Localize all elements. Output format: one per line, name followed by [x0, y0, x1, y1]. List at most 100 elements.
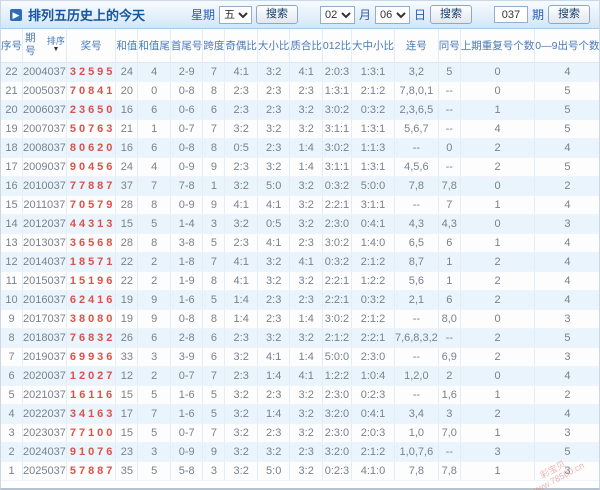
table-cell: 3:2 — [256, 252, 290, 272]
page-title: 排列五历史上的今天 — [28, 8, 146, 23]
title-bullet-icon: ▶ — [10, 8, 22, 21]
table-cell: 1 — [459, 100, 535, 120]
table-cell: 1:4 — [224, 290, 258, 310]
table-cell: 2 — [534, 385, 600, 405]
table-cell: 7 — [202, 366, 225, 386]
column-header: 期号 排序 ▼ — [22, 29, 67, 63]
table-cell: 4,5,6 — [393, 157, 439, 177]
table-cell: 4:1 — [256, 233, 290, 253]
table-cell: 3:2 — [224, 423, 258, 443]
table-cell: 3:0:2 — [321, 309, 352, 329]
table-cell: 37 — [115, 176, 138, 196]
table-cell: 4:1 — [289, 366, 323, 386]
table-cell: 6 — [202, 328, 225, 348]
prize-number-cell: 80620 — [65, 138, 116, 158]
table-cell: 8 — [202, 271, 225, 291]
table-cell: 11 — [1, 271, 23, 291]
table-cell: 3:2 — [289, 404, 323, 424]
table-cell: 2012037 — [22, 214, 67, 234]
issue-input[interactable] — [493, 6, 528, 23]
table-cell: 3:0:2 — [321, 233, 352, 253]
table-cell: 2011037 — [22, 195, 67, 215]
table-cell: 21 — [115, 119, 138, 139]
table-cell: 2:3 — [289, 442, 323, 462]
table-cell: 4:1:0 — [350, 461, 395, 481]
table-cell: 7 — [1, 347, 23, 367]
prize-number-cell: 44313 — [65, 214, 116, 234]
table-cell: 3:2 — [256, 62, 290, 82]
table-cell: 4:1 — [289, 252, 323, 272]
table-cell: 3:2 — [256, 442, 290, 462]
table-cell: 2:3 — [256, 290, 290, 310]
month-select[interactable]: 02 — [319, 5, 355, 24]
table-cell: 3:2 — [289, 328, 323, 348]
table-cell: 20 — [1, 100, 23, 120]
table-cell: 1 — [459, 461, 535, 481]
sort-label: 排序 — [46, 35, 65, 46]
table-cell: 1:3:1 — [350, 119, 395, 139]
table-cell: 2:3:0 — [350, 347, 395, 367]
weekday-label: 星期 — [190, 8, 215, 22]
table-cell: 8 — [202, 309, 225, 329]
sort-control[interactable]: 排序 ▼ — [46, 35, 65, 54]
table-cell: 4:1 — [224, 195, 258, 215]
table-cell: 2:1:2 — [350, 309, 395, 329]
table-cell: 21 — [1, 81, 23, 101]
table-cell: 5 — [437, 62, 461, 82]
table-cell: 2:3 — [256, 100, 290, 120]
table-cell: 3 — [534, 461, 600, 481]
table-cell: 2:3 — [256, 385, 290, 405]
column-header: 0—9出号个数 — [534, 29, 600, 63]
table-cell: -- — [393, 138, 439, 158]
table-cell: 3:2 — [289, 214, 323, 234]
header-row: 序号 期号 排序 ▼ 奖号 和值 和值尾 首尾号 跨度 奇偶比 大小比 质合比 012比 大中小比 连号 同号… — [1, 29, 600, 63]
table-cell: 26 — [115, 328, 138, 348]
issue-search-button[interactable]: 搜索 — [548, 5, 590, 24]
table-cell: 6 — [437, 233, 461, 253]
table-cell: 2 — [459, 290, 535, 310]
prize-number-cell: 70841 — [65, 81, 116, 101]
table-cell: 4 — [534, 195, 600, 215]
prize-number-cell: 50763 — [65, 119, 116, 139]
table-cell: 2 — [459, 404, 535, 424]
table-cell: 0 — [137, 81, 171, 101]
table-cell: 7,8 — [393, 461, 439, 481]
table-cell: 0:3:2 — [350, 100, 395, 120]
weekday-search-button[interactable]: 搜索 — [255, 5, 298, 24]
table-cell: 2-9 — [169, 62, 203, 82]
table-cell: 1 — [459, 385, 535, 405]
table-cell: 7 — [137, 404, 171, 424]
prize-number-cell: 62416 — [65, 290, 116, 310]
day-select[interactable]: 06 — [374, 5, 410, 24]
table-cell: 1:4 — [289, 138, 323, 158]
table-cell: 28 — [115, 195, 138, 215]
table-cell: 19 — [115, 309, 138, 329]
table-cell: 4:1 — [289, 62, 323, 82]
table-cell: 3:2 — [289, 271, 323, 291]
table-cell: 4,3 — [437, 214, 461, 234]
table-cell: 4 — [534, 271, 600, 291]
table-cell: 3:2 — [289, 461, 323, 481]
table-cell: 0 — [459, 62, 535, 82]
table-cell: 2:3 — [224, 328, 258, 348]
table-cell: 2:1:2 — [321, 328, 352, 348]
date-search-button[interactable]: 搜索 — [429, 5, 472, 24]
table-cell: 2:3 — [256, 81, 290, 101]
column-header: 上期重复号个数 — [459, 29, 535, 63]
table-cell: 4:1 — [224, 252, 258, 272]
table-cell: 7 — [202, 423, 225, 443]
table-cell: 3-9 — [169, 347, 203, 367]
table-cell: 1:4 — [256, 366, 290, 386]
table-cell: 2:1:2 — [350, 442, 395, 462]
table-cell: 8 — [137, 195, 171, 215]
table-row: 7 2019037 69936 33 3 3-9 6 3:2 4:1 1:4 5:0:0 2:3:0-… — [1, 347, 600, 367]
weekday-select[interactable]: 五 — [218, 5, 252, 24]
table-cell: 2006037 — [22, 100, 67, 120]
table-cell: 15 — [1, 195, 23, 215]
table-cell: 2 — [459, 138, 535, 158]
table-cell: 3 — [137, 442, 171, 462]
table-cell: 17 — [115, 404, 138, 424]
table-cell: 7 — [437, 195, 461, 215]
table-cell: 28 — [115, 233, 138, 253]
table-row: 14 2012037 44313 15 5 1-4 3 3:2 0:5 3:2 2:3:0 0:4:1… — [1, 214, 600, 234]
